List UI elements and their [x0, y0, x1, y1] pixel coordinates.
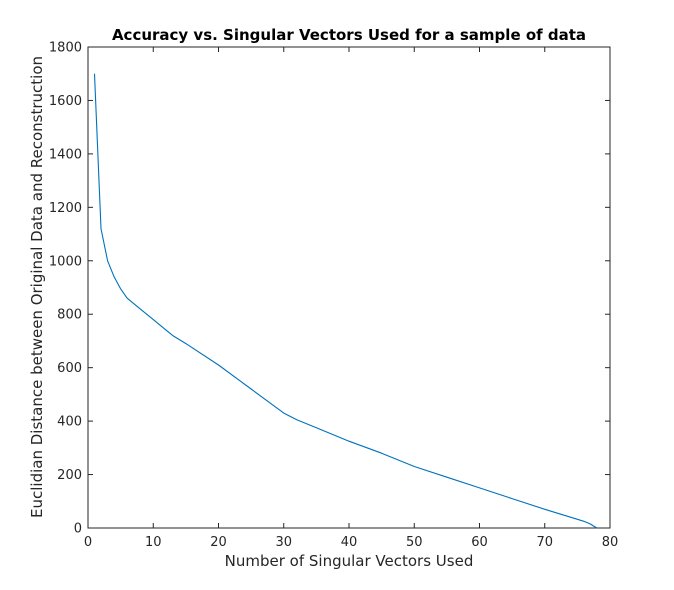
plot-area [87, 46, 611, 529]
y-axis: 0 200 400 600 800 1000 1200 1400 1600 1800 [49, 41, 610, 537]
x-axis: 0 10 20 30 40 50 60 70 80 [84, 47, 618, 550]
x-axis-title: Number of Singular Vectors Used [225, 552, 474, 570]
y-tick-label: 1600 [49, 94, 82, 109]
x-tick-label: 30 [275, 535, 292, 550]
x-tick-label: 20 [210, 535, 227, 550]
x-tick-label: 50 [406, 535, 423, 550]
y-tick-label: 1400 [49, 147, 82, 162]
y-axis-title: Euclidian Distance between Original Data… [28, 56, 46, 518]
y-tick-label: 1800 [49, 41, 82, 56]
y-tick-label: 600 [57, 361, 82, 376]
y-tick-label: 800 [57, 308, 82, 323]
x-tick-label: 10 [145, 535, 162, 550]
series-group [93, 73, 598, 529]
y-tick-label: 400 [57, 415, 82, 430]
x-tick-label: 80 [602, 535, 619, 550]
x-tick-label: 40 [341, 535, 358, 550]
x-tick-label: 0 [84, 535, 92, 550]
y-tick-label: 1000 [49, 254, 82, 269]
series-line [93, 73, 598, 529]
chart-title: Accuracy vs. Singular Vectors Used for a… [112, 26, 586, 44]
x-tick-label: 70 [536, 535, 553, 550]
y-tick-label: 1200 [49, 201, 82, 216]
y-tick-label: 200 [57, 468, 82, 483]
y-tick-label: 0 [74, 522, 82, 537]
plot-frame [87, 46, 611, 529]
x-tick-label: 60 [471, 535, 488, 550]
